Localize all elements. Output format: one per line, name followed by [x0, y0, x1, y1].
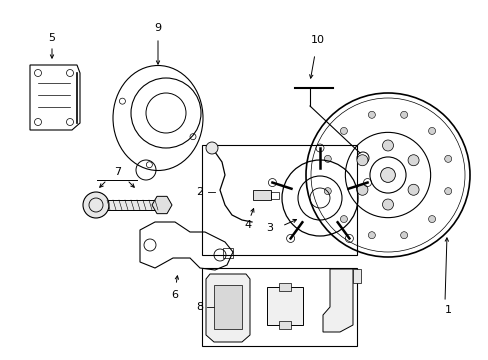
- Bar: [223, 248, 232, 258]
- Text: 2: 2: [196, 187, 203, 197]
- Circle shape: [356, 184, 367, 195]
- Circle shape: [407, 184, 418, 195]
- Bar: [202, 268, 356, 346]
- Polygon shape: [205, 274, 249, 342]
- Text: 7: 7: [114, 167, 122, 177]
- Circle shape: [340, 127, 346, 134]
- Bar: [252, 190, 270, 200]
- Bar: [266, 287, 303, 325]
- Polygon shape: [214, 285, 242, 329]
- Circle shape: [367, 232, 375, 239]
- Bar: [279, 321, 290, 329]
- Circle shape: [407, 155, 418, 166]
- Bar: [352, 269, 360, 283]
- Bar: [104, 200, 159, 210]
- Text: 9: 9: [154, 23, 161, 33]
- Circle shape: [356, 155, 367, 166]
- Text: 8: 8: [196, 302, 203, 312]
- Circle shape: [444, 188, 451, 195]
- Circle shape: [427, 127, 435, 134]
- Circle shape: [400, 232, 407, 239]
- Text: 10: 10: [310, 35, 325, 45]
- Circle shape: [340, 216, 346, 222]
- Text: 6: 6: [171, 290, 178, 300]
- Circle shape: [367, 111, 375, 118]
- Circle shape: [382, 140, 393, 151]
- Text: 3: 3: [266, 223, 273, 233]
- Circle shape: [324, 188, 331, 195]
- Circle shape: [382, 199, 393, 210]
- Text: 4: 4: [244, 220, 251, 230]
- Bar: [270, 192, 279, 199]
- Circle shape: [324, 156, 331, 162]
- Circle shape: [205, 142, 218, 154]
- Text: 1: 1: [444, 305, 450, 315]
- Circle shape: [380, 168, 395, 183]
- Text: 5: 5: [48, 33, 55, 43]
- Circle shape: [83, 192, 109, 218]
- Bar: [202, 145, 356, 255]
- Circle shape: [400, 111, 407, 118]
- Polygon shape: [152, 196, 172, 214]
- Polygon shape: [323, 269, 352, 332]
- Bar: [279, 283, 290, 291]
- Circle shape: [427, 216, 435, 222]
- Circle shape: [444, 156, 451, 162]
